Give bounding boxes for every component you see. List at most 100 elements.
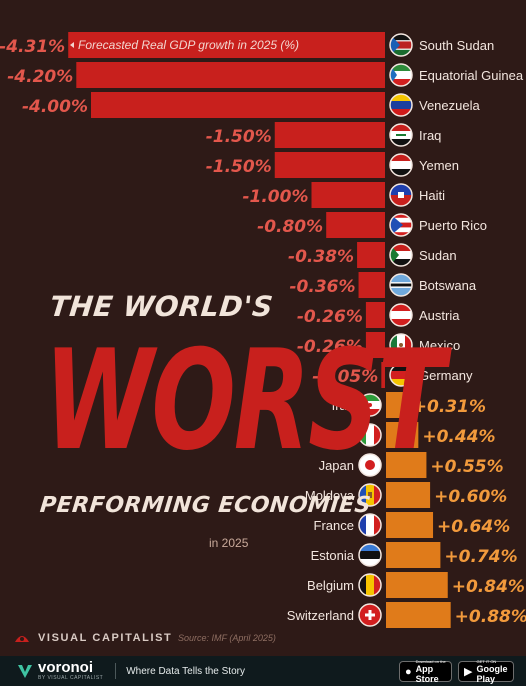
country-label: Puerto Rico [419, 218, 487, 233]
country-label: Belgium [307, 578, 354, 593]
flag-sudan-icon [389, 243, 413, 267]
value-label: -1.50% [206, 157, 272, 177]
value-label: -0.05% [312, 367, 378, 387]
value-label: +0.74% [444, 547, 517, 567]
country-label: Estonia [311, 548, 355, 563]
flag-haiti-icon [389, 183, 413, 207]
bar [386, 452, 427, 478]
value-label: +0.88% [455, 607, 526, 627]
flag-iran-icon [358, 393, 382, 417]
bar [326, 212, 385, 238]
brand-name: VISUAL CAPITALIST [38, 632, 173, 644]
country-label: Italy [330, 428, 354, 443]
flag-austria-icon [389, 303, 413, 327]
country-label: Sudan [419, 248, 457, 263]
google-play-small-label: GET IT ON [476, 659, 497, 664]
country-label: Venezuela [419, 98, 480, 113]
value-label: +0.84% [452, 577, 525, 597]
bar [274, 122, 385, 148]
footer-divider [115, 663, 117, 679]
google-play-label: Google Play [476, 664, 508, 684]
bar [381, 362, 385, 388]
value-label: -0.80% [257, 217, 323, 237]
bar [386, 602, 451, 628]
flag-iraq-icon [389, 123, 413, 147]
flag-japan-icon [358, 453, 382, 477]
bar [386, 422, 419, 448]
value-label: -0.26% [297, 337, 363, 357]
apple-icon: ● [405, 665, 412, 678]
country-label: Iran [332, 398, 354, 413]
flag-estonia-icon [358, 543, 382, 567]
bar [91, 92, 385, 118]
country-label: Japan [319, 458, 354, 473]
flag-venezuela-icon [389, 93, 413, 117]
bar [386, 542, 441, 568]
flag-south-sudan-icon [389, 33, 413, 57]
country-label: Switzerland [287, 608, 354, 623]
country-label: South Sudan [419, 38, 494, 53]
legend-note: Forecasted Real GDP growth in 2025 (%) [78, 38, 299, 52]
footer-tagline: Where Data Tells the Story [126, 665, 245, 677]
voronoi-name: voronoi [38, 659, 93, 676]
value-label: -0.38% [288, 247, 354, 267]
flag-yemen-icon [389, 153, 413, 177]
bar [358, 272, 385, 298]
bar [386, 572, 448, 598]
flag-switzerland-icon [358, 603, 382, 627]
bar [68, 32, 385, 58]
flag-mexico-icon [389, 333, 413, 357]
value-label: +0.64% [437, 517, 510, 537]
app-store-button[interactable]: ● Download on the App Store [399, 659, 452, 684]
bar [365, 332, 385, 358]
app-store-small-label: Download on the [415, 659, 446, 664]
source-note: Source: IMF (April 2025) [178, 633, 276, 643]
value-label: +0.60% [434, 487, 507, 507]
value-label: -4.31% [0, 37, 65, 57]
flag-france-icon [358, 513, 382, 537]
flag-equatorial-guinea-icon [389, 63, 413, 87]
bar [386, 482, 431, 508]
google-play-icon: ▶ [464, 666, 473, 678]
footer: voronoi BY VISUAL CAPITALIST Where Data … [0, 656, 526, 686]
note-arrow-icon [70, 42, 74, 48]
country-label: Botswana [419, 278, 477, 293]
bar [274, 152, 385, 178]
value-label: +0.44% [422, 427, 495, 447]
country-label: Iraq [419, 128, 441, 143]
country-label: Mexico [419, 338, 460, 353]
country-label: Germany [419, 368, 473, 383]
flag-belgium-icon [358, 573, 382, 597]
bar [386, 392, 409, 418]
bar [76, 62, 386, 88]
google-play-button[interactable]: ▶ GET IT ON Google Play [458, 659, 514, 684]
country-label: Equatorial Guinea [419, 68, 524, 83]
country-label: Haiti [419, 188, 445, 203]
country-label: Moldova [305, 488, 355, 503]
value-label: +0.31% [413, 397, 486, 417]
country-label: France [314, 518, 354, 533]
value-label: -0.36% [289, 277, 355, 297]
value-label: -0.26% [297, 307, 363, 327]
bar [357, 242, 385, 268]
flag-italy-icon [358, 423, 382, 447]
visual-capitalist-logo-icon [15, 636, 29, 642]
flag-germany-icon [389, 363, 413, 387]
country-label: Austria [419, 308, 460, 323]
brand: VISUAL CAPITALIST [14, 632, 172, 644]
voronoi-logo-icon[interactable] [16, 662, 34, 680]
value-label: -1.00% [242, 187, 308, 207]
bar-chart: -4.31% South Sudan -4.20% Equatorial Guinea… [0, 32, 526, 628]
flag-botswana-icon [389, 273, 413, 297]
app-store-label: App Store [415, 664, 439, 684]
value-label: -4.20% [7, 67, 73, 87]
bar [386, 512, 434, 538]
country-label: Yemen [419, 158, 459, 173]
voronoi-by: BY VISUAL CAPITALIST [38, 675, 104, 681]
flag-puerto-rico-icon [389, 213, 413, 237]
value-label: -4.00% [22, 97, 88, 117]
value-label: +0.55% [430, 457, 503, 477]
bar [311, 182, 385, 208]
voronoi-brand[interactable]: voronoi BY VISUAL CAPITALIST [38, 659, 104, 681]
value-label: -1.50% [206, 127, 272, 147]
